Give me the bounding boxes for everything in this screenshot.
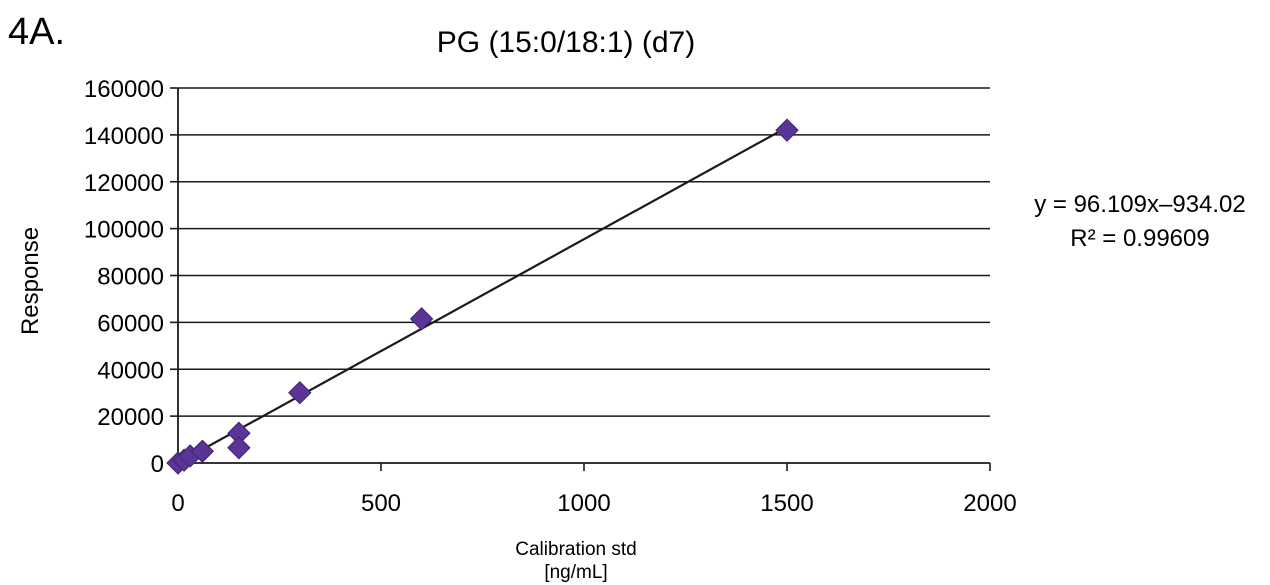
- x-tick-label: 1500: [760, 490, 813, 517]
- y-tick-label: 80000: [97, 264, 164, 291]
- y-axis-label: Response: [17, 227, 44, 335]
- y-tick-label: 120000: [84, 170, 164, 197]
- x-tick-label: 2000: [963, 490, 1016, 517]
- chart-title: PG (15:0/18:1) (d7): [437, 26, 695, 59]
- x-tick-label: 0: [171, 490, 184, 517]
- trendline-equation: y = 96.109x–934.02: [1034, 191, 1246, 218]
- y-tick-label: 140000: [84, 123, 164, 150]
- y-tick-label: 60000: [97, 310, 164, 337]
- panel-label: 4A.: [8, 11, 65, 53]
- x-axis-label-line-2: [ng/mL]: [544, 562, 607, 583]
- data-point: [190, 439, 215, 463]
- x-tick-label: 500: [361, 490, 401, 517]
- trendline: [177, 126, 788, 464]
- x-tick-labels: 0 500 1000 1500 2000: [171, 490, 1016, 517]
- trendline-group: [177, 126, 788, 464]
- r-squared-label: R² = 0.99609: [1070, 225, 1209, 252]
- y-tick-label: 160000: [84, 76, 164, 103]
- y-tick-label: 100000: [84, 217, 164, 244]
- y-tick-labels: 0 20000 40000 60000 80000 100000 120000 140000 1…: [84, 76, 164, 478]
- data-point: [409, 307, 434, 331]
- data-point: [288, 380, 312, 405]
- data-points: [166, 118, 799, 475]
- data-point: [775, 118, 799, 142]
- y-tick-label: 0: [151, 451, 164, 478]
- data-point: [227, 436, 251, 460]
- axes: [177, 88, 991, 471]
- y-tick-label: 40000: [97, 357, 164, 384]
- x-axis-label-line-1: Calibration std: [515, 539, 636, 560]
- x-tick-label: 1000: [557, 490, 610, 517]
- grid-lines: [170, 87, 990, 464]
- y-tick-label: 20000: [97, 404, 164, 431]
